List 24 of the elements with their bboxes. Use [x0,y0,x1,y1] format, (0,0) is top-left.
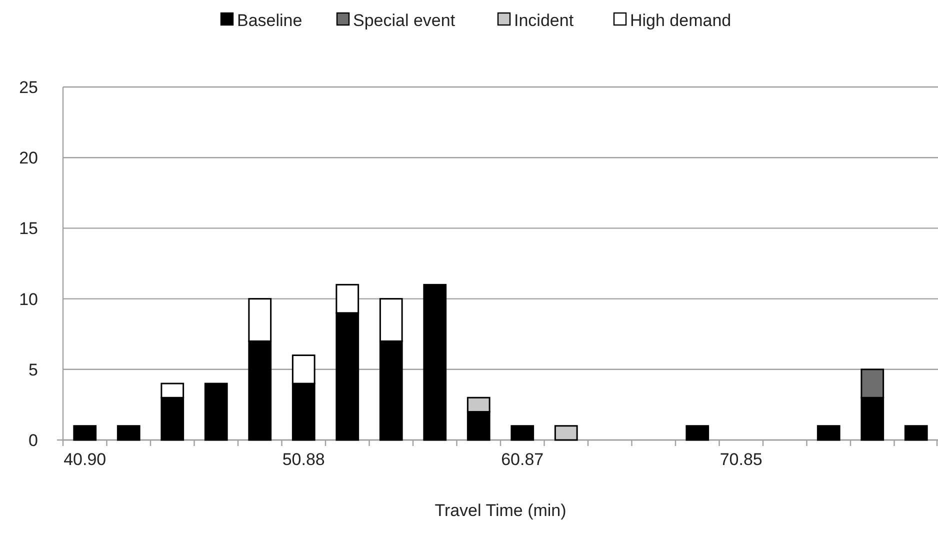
y-tick-label: 15 [19,219,38,238]
x-tick-label: 70.85 [720,450,762,469]
bar [816,425,840,441]
bar [510,425,534,441]
x-axis-title: Travel Time (min) [434,501,566,520]
legend-label: Special event [353,10,456,30]
y-tick-label: 5 [28,360,38,380]
x-tick-label: 60.87 [501,450,544,469]
legend-label: High demand [630,10,732,30]
legend-label: Incident [514,10,574,30]
y-tick-label: 0 [28,430,38,450]
x-tick-label: 50.88 [282,450,325,469]
y-tick-label: 20 [19,148,38,168]
bar [204,382,228,441]
y-tick-label: 10 [19,290,38,309]
bar [73,425,97,441]
x-tick-label: 40.90 [64,450,106,469]
y-tick-label: 25 [19,78,38,97]
bar [116,425,140,441]
bar [554,425,578,441]
legend-label: Baseline [237,10,302,30]
bar [904,425,928,441]
bar [423,284,447,441]
bar [686,425,710,441]
